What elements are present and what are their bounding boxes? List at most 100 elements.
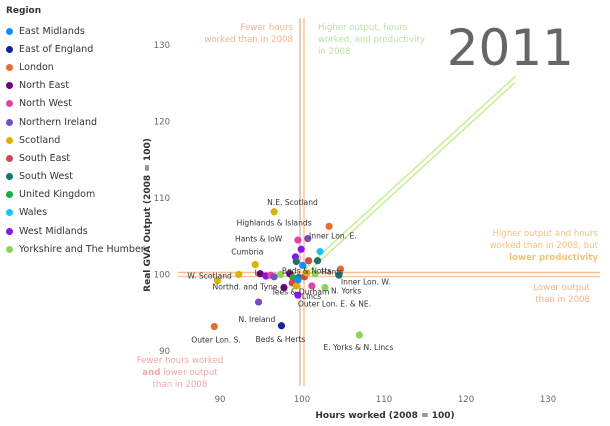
- annotation-line: lower productivity: [509, 253, 598, 263]
- legend-label: Northern Ireland: [19, 116, 98, 128]
- legend-marker: [6, 45, 13, 53]
- point-label: N. Yorks: [331, 287, 361, 296]
- point-label: N.E. Scotland: [267, 198, 318, 207]
- legend-item-yorkshire-and-the-humber[interactable]: Yorkshire and The Humber: [6, 240, 156, 258]
- data-point-north-west[interactable]: [294, 236, 302, 244]
- annotation-higher-all: Higher output, hours worked, and producti…: [318, 23, 425, 57]
- y-tick-label: 130: [154, 41, 170, 51]
- x-axis-label: Hours worked (2008 = 100): [315, 411, 454, 421]
- annotation-line: worked than in 2008, but: [490, 241, 599, 251]
- legend-label: South West: [19, 171, 73, 183]
- data-point-north-east[interactable]: [280, 283, 288, 292]
- data-point-south-east[interactable]: [304, 257, 313, 265]
- point-label: Cumbria: [231, 248, 263, 257]
- legend-item-london[interactable]: London: [6, 58, 156, 76]
- data-point-yorkshire-and-the-humber[interactable]: [277, 270, 285, 279]
- legend-title: Region: [6, 6, 42, 16]
- legend-item-scotland[interactable]: Scotland: [6, 131, 156, 149]
- point-label: Beds & Notts: [282, 266, 332, 275]
- legend-marker: [6, 227, 13, 235]
- data-point-scotland[interactable]: [251, 260, 259, 269]
- data-point-northern-ireland[interactable]: [270, 273, 278, 281]
- data-point-north-east[interactable]: [256, 270, 264, 278]
- data-point-south-west[interactable]: [292, 257, 300, 266]
- data-point-south-west[interactable]: [313, 257, 322, 265]
- legend-label: North East: [19, 80, 70, 92]
- point-label: Outer Lon. S.: [191, 336, 241, 345]
- legend-item-east-of-england[interactable]: East of England: [6, 40, 156, 58]
- legend-marker: [6, 100, 13, 108]
- legend-item-south-east[interactable]: South East: [6, 149, 156, 167]
- legend-item-united-kingdom[interactable]: United Kingdom: [6, 186, 156, 204]
- legend-item-west-midlands[interactable]: West Midlands: [6, 222, 156, 240]
- data-point-london[interactable]: [210, 322, 218, 331]
- legend-marker: [6, 245, 13, 253]
- data-point-scotland[interactable]: [235, 270, 243, 279]
- legend-item-north-west[interactable]: North West: [6, 95, 156, 113]
- legend-marker: [6, 82, 13, 90]
- quadrant-annotations: Fewer hours worked than in 2008 Higher out…: [137, 23, 599, 390]
- legend-label: South East: [19, 152, 71, 164]
- annotation-line: Fewer hours worked: [137, 356, 223, 366]
- data-point-yorkshire-and-the-humber[interactable]: [311, 270, 319, 278]
- legend-marker: [6, 63, 13, 71]
- legend-label: West Midlands: [19, 225, 88, 237]
- y-tick-label: 90: [159, 347, 170, 357]
- legend-item-wales[interactable]: Wales: [6, 204, 156, 222]
- point-label: W. Scotland: [187, 272, 232, 281]
- data-point-yorkshire-and-the-humber[interactable]: [321, 283, 329, 292]
- data-point-yorkshire-and-the-humber[interactable]: [355, 331, 363, 339]
- data-point-west-midlands[interactable]: [294, 291, 302, 299]
- legend-item-south-west[interactable]: South West: [6, 168, 156, 186]
- legend-label: Wales: [19, 207, 48, 219]
- data-point-south-west[interactable]: [335, 271, 343, 279]
- legend-label: East of England: [19, 43, 94, 55]
- annotation-line: and lower output: [142, 368, 218, 378]
- data-point-scotland[interactable]: [213, 277, 222, 285]
- annotation-line: than in 2008: [153, 380, 208, 390]
- point-label: Hants: [321, 268, 343, 277]
- data-point-scotland[interactable]: [292, 282, 300, 290]
- reference-lines: [178, 18, 600, 386]
- annotation-fewer-hours-more-output: Fewer hours worked than in 2008: [204, 23, 293, 45]
- data-point-scotland[interactable]: [270, 208, 278, 216]
- reference-line-diagonal: [301, 81, 516, 279]
- data-point-scotland[interactable]: [303, 269, 311, 277]
- point-label: Ly: [255, 268, 264, 277]
- data-point-london[interactable]: [325, 222, 333, 230]
- data-point-wales[interactable]: [316, 247, 324, 256]
- data-point-northern-ireland[interactable]: [304, 234, 312, 243]
- data-point-northern-ireland[interactable]: [254, 298, 263, 306]
- legend-marker: [6, 118, 13, 126]
- data-point-east-midlands[interactable]: [294, 276, 302, 284]
- legend-label: Yorkshire and The Humber: [19, 243, 145, 255]
- data-point-east-of-england[interactable]: [277, 322, 286, 330]
- year-label: 2011: [447, 19, 574, 77]
- point-label: Beds & Herts: [256, 335, 306, 344]
- annotation-line: worked than in 2008: [204, 35, 293, 45]
- data-point-north-west[interactable]: [308, 282, 316, 290]
- x-tick-label: 110: [376, 395, 392, 405]
- x-tick-label: 120: [458, 395, 474, 405]
- y-tick-label: 100: [154, 271, 170, 281]
- legend-item-northern-ireland[interactable]: Northern Ireland: [6, 113, 156, 131]
- annotation-line: Higher output and hours: [493, 229, 599, 239]
- annotation-line: worked, and productivity: [318, 35, 425, 45]
- legend-item-north-east[interactable]: North East: [6, 77, 156, 95]
- point-label: E. Yorks & N. Lincs: [323, 343, 393, 352]
- annotation-line: than in 2008: [535, 295, 590, 305]
- legend-label: London: [19, 61, 54, 73]
- data-point-east-midlands[interactable]: [299, 261, 307, 269]
- point-label: Inner Lon. E.: [309, 231, 357, 240]
- legend-items: East Midlands East of England London North …: [6, 22, 156, 258]
- axis-ticks: 90 100 110 120 130 90 100 110 120 130: [154, 41, 556, 405]
- legend-label: United Kingdom: [19, 189, 96, 201]
- data-points: [210, 208, 363, 339]
- legend-marker: [6, 136, 13, 144]
- data-point-london[interactable]: [336, 265, 345, 273]
- annotation-line: in 2008: [318, 47, 350, 57]
- data-point-west-midlands[interactable]: [297, 245, 305, 253]
- annotation-lower-output: Lower output than in 2008: [533, 283, 590, 305]
- point-label: Northd. and Tyne: [213, 283, 278, 292]
- legend-item-east-midlands[interactable]: East Midlands: [6, 22, 156, 40]
